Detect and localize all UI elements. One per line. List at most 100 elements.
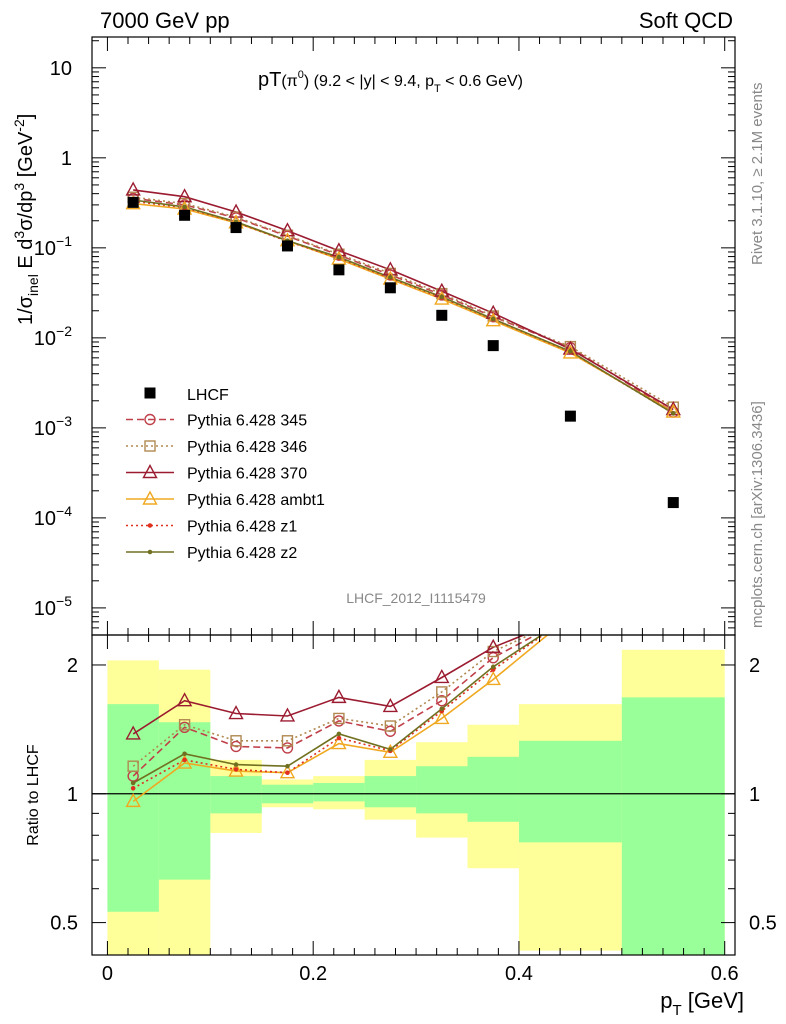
ylab-sup2: 3 [11,183,27,191]
ratio-marker-pythia-6-428-z2 [388,747,393,752]
y-axis-label-ratio: Ratio to LHCF [25,744,42,846]
ratio-marker-pythia-6-428-z1 [182,757,187,763]
title-range-sub: T [434,83,441,95]
y-tick-base: 10 [34,598,56,620]
legend-label: Pythia 6.428 ambt1 [187,492,325,509]
ratio-series-markers [125,638,501,808]
header-right: Soft QCD [639,8,733,33]
main-series-markers [125,181,681,418]
ratio-panel: 0.5 0.5 1 1 2 2 0 0.2 0.4 0.6 [50,634,777,985]
xlab-sub: T [672,1002,681,1019]
ratio-marker-pythia-6-428-z1 [336,735,342,741]
ratio-marker-pythia-6-428-z2 [182,751,187,757]
ratio-marker-pythia-6-428-ambt1 [485,670,501,686]
legend-label: Pythia 6.428 345 [187,413,307,430]
ratio-marker-pythia-6-428-370 [434,668,450,684]
y-tick-exponent: −3 [56,413,72,429]
marker-pythia-6-428-z2 [568,348,573,354]
y-axis-label-main: 1/σinel E d3σ/dp3 [GeV-2] [11,114,41,325]
legend-marker [144,413,156,426]
legend-marker [142,464,158,479]
ratio-marker-pythia-6-428-345 [436,695,448,707]
point-lhcf [179,209,191,221]
ratio-marker-pythia-6-428-370 [382,697,399,713]
ratio-marker-pythia-6-428-370 [279,707,296,722]
ratio-line-pythia-6-428-370 [132,635,526,735]
ratio-marker-pythia-6-428-z1 [130,785,136,791]
point-lhcf [230,222,242,234]
ratio-marker-pythia-6-428-z2 [336,731,342,737]
inner-band [364,776,417,808]
y-tick-exponent: −2 [56,323,72,339]
ylab-b: E d [15,239,37,275]
x-tick-label: 0.2 [299,963,327,985]
point-lhcf [667,497,679,509]
marker-pythia-6-428-z2 [490,316,496,322]
y-tick-label: 10 [50,58,72,80]
point-lhcf [127,196,139,208]
ratio-marker-pythia-6-428-370 [125,725,141,740]
ratio-marker-pythia-6-428-z1 [233,767,239,772]
x-tick-label: 0.4 [505,963,533,985]
ratio-y-tick-label-left: 0.5 [50,913,78,935]
y-tick-exponent: −4 [56,503,72,519]
ratio-marker-pythia-6-428-370 [331,688,347,704]
rivet-label: Rivet 3.1.10, ≥ 2.1M events [749,83,766,266]
line-pythia-6-428-ambt1 [133,202,674,413]
y-tick-label: 1 [61,148,72,170]
legend-marker [147,549,153,555]
point-lhcf [487,340,499,352]
line-pythia-6-428-z1 [133,200,674,415]
ratio-marker-pythia-6-428-z2 [233,762,239,767]
y-tick-base: 1 [61,148,72,170]
header-left: 7000 GeV pp [100,8,230,33]
y-tick-exponent: −1 [56,233,72,249]
inner-band [518,740,622,843]
y-tick-base: 10 [34,418,56,440]
y-tick-base: 10 [34,508,56,530]
marker-pythia-6-428-ambt1 [331,250,347,265]
ratio-marker-pythia-6-428-z2 [285,763,290,769]
line-pythia-6-428-345 [133,197,674,413]
ratio-marker-pythia-6-428-346 [384,720,397,732]
x-tick-label: 0 [102,963,113,985]
x-axis-label: pT [GeV] [660,988,744,1019]
ylab-e: ] [15,114,37,120]
mcplots-label: mcplots.cern.ch [arXiv:1306.3436] [749,401,766,628]
ylab-sup3: -2 [11,119,27,132]
marker-pythia-6-428-370 [125,181,141,196]
inner-band [158,722,211,880]
ratio-marker-pythia-6-428-ambt1 [176,754,193,769]
ratio-marker-pythia-6-428-ambt1 [228,762,244,777]
title-range-b: < 0.6 GeV) [441,73,523,90]
inner-band [107,704,159,912]
x-tick-labels: 0 0.2 0.4 0.6 [102,963,739,985]
ratio-marker-pythia-6-428-346 [487,645,499,658]
ratio-marker-pythia-6-428-ambt1 [434,709,450,725]
ratio-marker-pythia-6-428-ambt1 [125,792,141,808]
inner-band [313,782,365,802]
y-tick-label: 10−5 [34,593,72,620]
ratio-y-tick-label-left: 1 [67,784,78,806]
main-series-lines [133,189,674,415]
ratio-marker-pythia-6-428-ambt1 [382,743,399,759]
ratio-frame [91,634,736,956]
y-tick-label: 10−3 [34,413,72,440]
ratio-marker-pythia-6-428-z2 [130,780,136,786]
ratio-marker-pythia-6-428-346 [127,760,139,772]
ratio-line-pythia-6-428-z1 [132,635,545,790]
ratio-line-pythia-6-428-z2 [132,635,544,784]
y-tick-base: 10 [34,328,56,350]
marker-pythia-6-428-z2 [388,275,393,280]
title-particle-sup: 0 [298,69,304,81]
ratio-y-tick-label-right: 1 [749,784,760,806]
y-tick-label: 10−1 [34,233,72,260]
analysis-id: LHCF_2012_I1115479 [346,590,486,606]
ratio-marker-pythia-6-428-z2 [439,706,445,712]
point-lhcf [564,410,576,422]
title-particle: (π [281,73,297,90]
marker-pythia-6-428-370 [279,222,296,237]
ratio-series-lines [132,635,549,803]
inner-band [416,766,468,814]
